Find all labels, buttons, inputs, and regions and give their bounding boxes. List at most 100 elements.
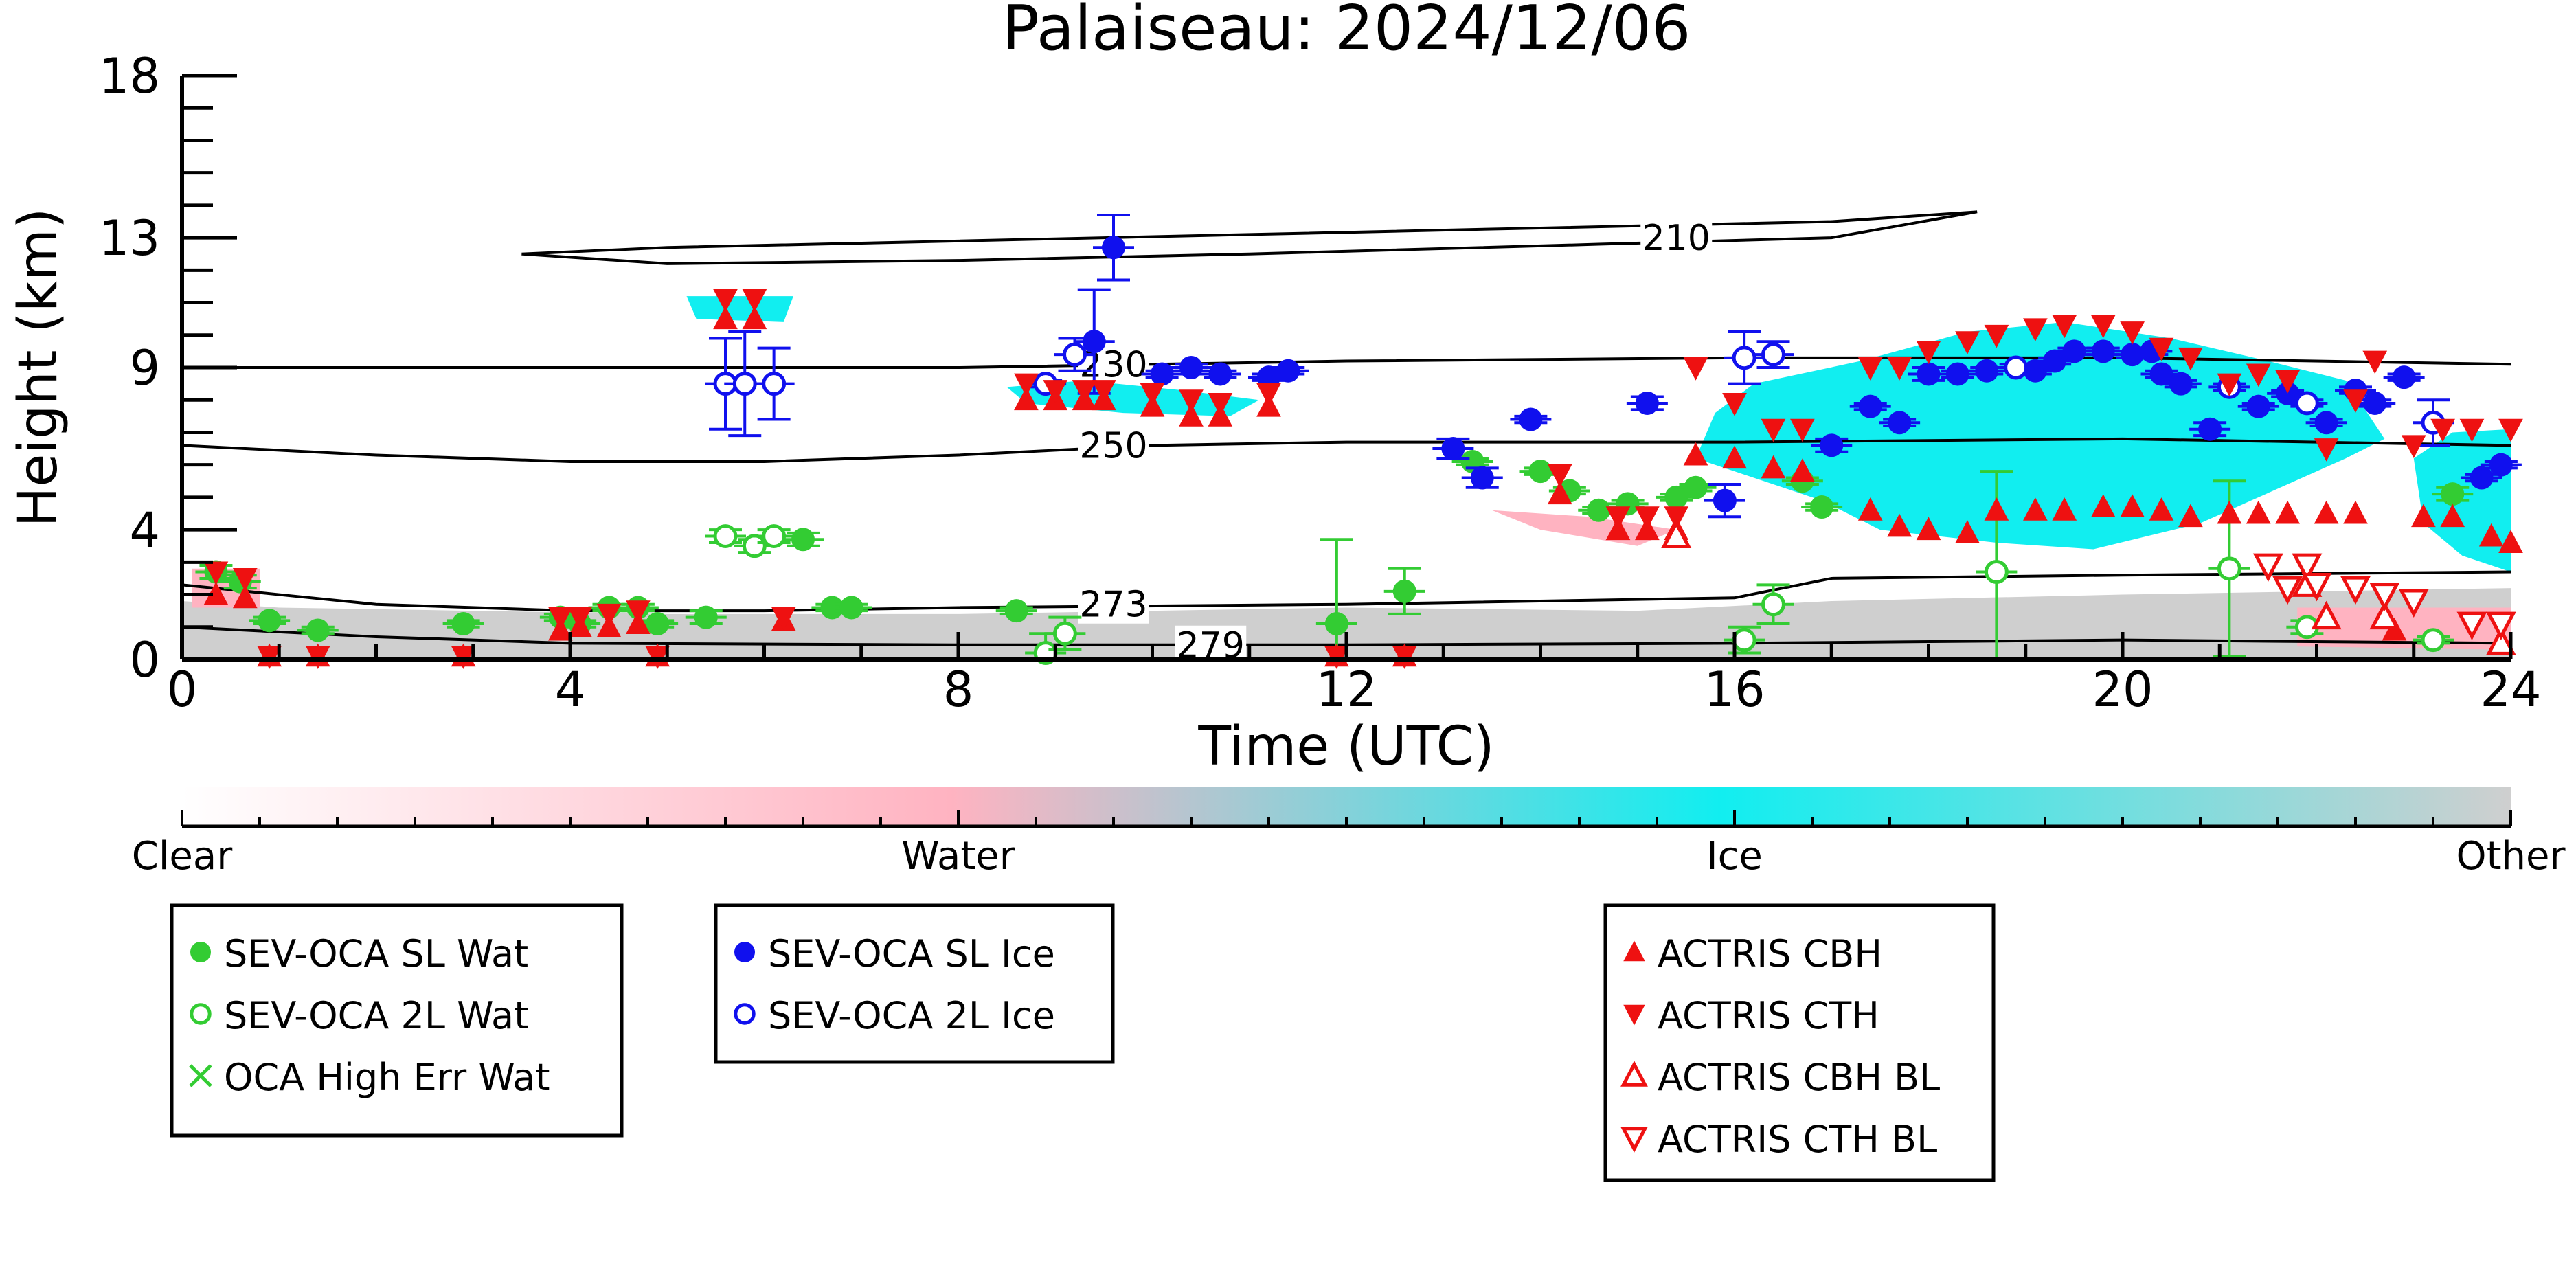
data-point (2149, 497, 2174, 521)
legend-box-2: SEV-OCA SL Ice SEV-OCA 2L Ice (714, 903, 1115, 1064)
colorbar-label-clear: Clear (132, 834, 233, 879)
data-point (2421, 628, 2445, 653)
colorbar: Clear Water Ice Other (132, 787, 2566, 879)
data-point (2430, 418, 2455, 442)
legend-marker (1620, 1127, 1648, 1153)
data-point (2252, 553, 2283, 583)
series-sev-oca-sl-ice (1073, 214, 2522, 519)
contour-label-250: 250 (1079, 425, 1147, 466)
legend-label: ACTRIS CTH (1658, 994, 1879, 1037)
legend-label: SEV-OCA SL Ice (768, 932, 1055, 975)
data-point (1761, 455, 1786, 479)
y-tick-label: 13 (99, 210, 160, 267)
data-point (2217, 556, 2241, 581)
legend-frame (170, 903, 624, 1138)
colorbar-label-ice: Ice (1706, 834, 1763, 879)
data-point (2091, 339, 2115, 363)
data-point (1887, 513, 1912, 537)
data-point (2343, 500, 2368, 524)
data-point (2149, 337, 2174, 361)
data-point (2217, 373, 2242, 397)
legend-label: SEV-OCA SL Wat (224, 932, 528, 975)
y-ticks: 0 4 9 13 18 (99, 48, 237, 688)
x-tick-label: 16 (1704, 662, 1765, 718)
data-point (1732, 346, 1756, 370)
data-point (1150, 362, 1174, 386)
legend-marker (190, 942, 211, 962)
data-point (2090, 315, 2116, 339)
y-tick-label: 4 (129, 502, 160, 558)
data-point (2456, 611, 2487, 641)
legend-marker (1623, 1004, 1645, 1026)
data-point (1858, 394, 1882, 418)
contour-273 (182, 570, 2511, 613)
data-point (1092, 380, 1116, 403)
colorbar-ticks (181, 810, 2512, 826)
data-point (451, 612, 475, 636)
data-point (2178, 347, 2203, 371)
data-point (2314, 500, 2339, 524)
legend-label: ACTRIS CTH BL (1658, 1118, 1937, 1161)
legend-marker (1620, 1061, 1648, 1087)
data-point (1014, 387, 1039, 411)
data-point (1605, 506, 1631, 530)
data-point (2441, 482, 2465, 506)
data-markers (195, 214, 2523, 669)
data-point (1256, 383, 1281, 407)
data-point (1761, 592, 1785, 617)
data-point (1072, 380, 1097, 403)
data-point (1975, 359, 1999, 383)
data-point (2398, 589, 2429, 618)
data-point (2369, 600, 2400, 630)
data-point (1276, 359, 1300, 383)
data-point (2120, 321, 2145, 345)
data-point (1587, 498, 1611, 522)
data-point (1684, 475, 1708, 499)
data-point (2401, 435, 2426, 459)
data-point (713, 306, 738, 330)
data-point (2292, 553, 2323, 583)
data-point (1713, 488, 1737, 512)
contour-210 (521, 210, 1978, 265)
x-tick-label: 20 (2092, 662, 2153, 718)
data-point (548, 607, 573, 631)
data-point (1917, 362, 1941, 386)
x-tick-label: 4 (555, 662, 586, 718)
x-tick-label: 12 (1315, 662, 1377, 718)
data-point (2340, 576, 2371, 605)
data-point (2120, 494, 2145, 518)
legend-frame (714, 903, 1115, 1064)
data-point (2314, 438, 2339, 462)
data-point (2169, 372, 2193, 396)
legend-label: SEV-OCA 2L Wat (224, 994, 528, 1037)
data-point (742, 289, 767, 313)
contour-label-bg (1078, 426, 1149, 465)
data-point (1887, 357, 1912, 381)
data-point (2052, 497, 2077, 521)
data-point (2275, 500, 2300, 524)
data-point (2023, 318, 2048, 342)
colorbar-label-other: Other (2456, 834, 2566, 879)
y-tick-label: 0 (129, 632, 160, 688)
data-point (1052, 621, 1077, 646)
cloud-region-water (1491, 510, 1677, 546)
data-point (2485, 626, 2516, 655)
data-point (1014, 373, 1039, 397)
colorbar-labels: Clear Water Ice Other (132, 834, 2566, 879)
data-point (2411, 504, 2436, 528)
data-point (2294, 391, 2319, 416)
data-point (596, 603, 622, 627)
data-point (1761, 342, 1785, 367)
data-point (2023, 497, 2048, 521)
data-point (2343, 389, 2368, 413)
data-point (742, 306, 767, 330)
y-tick-label: 18 (99, 48, 160, 104)
data-point (2311, 600, 2342, 630)
data-point (2275, 370, 2300, 394)
data-point (2363, 391, 2387, 415)
data-point (1208, 392, 1233, 416)
data-point (839, 596, 863, 620)
contour-label-273: 273 (1079, 585, 1147, 626)
legend-label: ACTRIS CBH BL (1658, 1056, 1940, 1099)
